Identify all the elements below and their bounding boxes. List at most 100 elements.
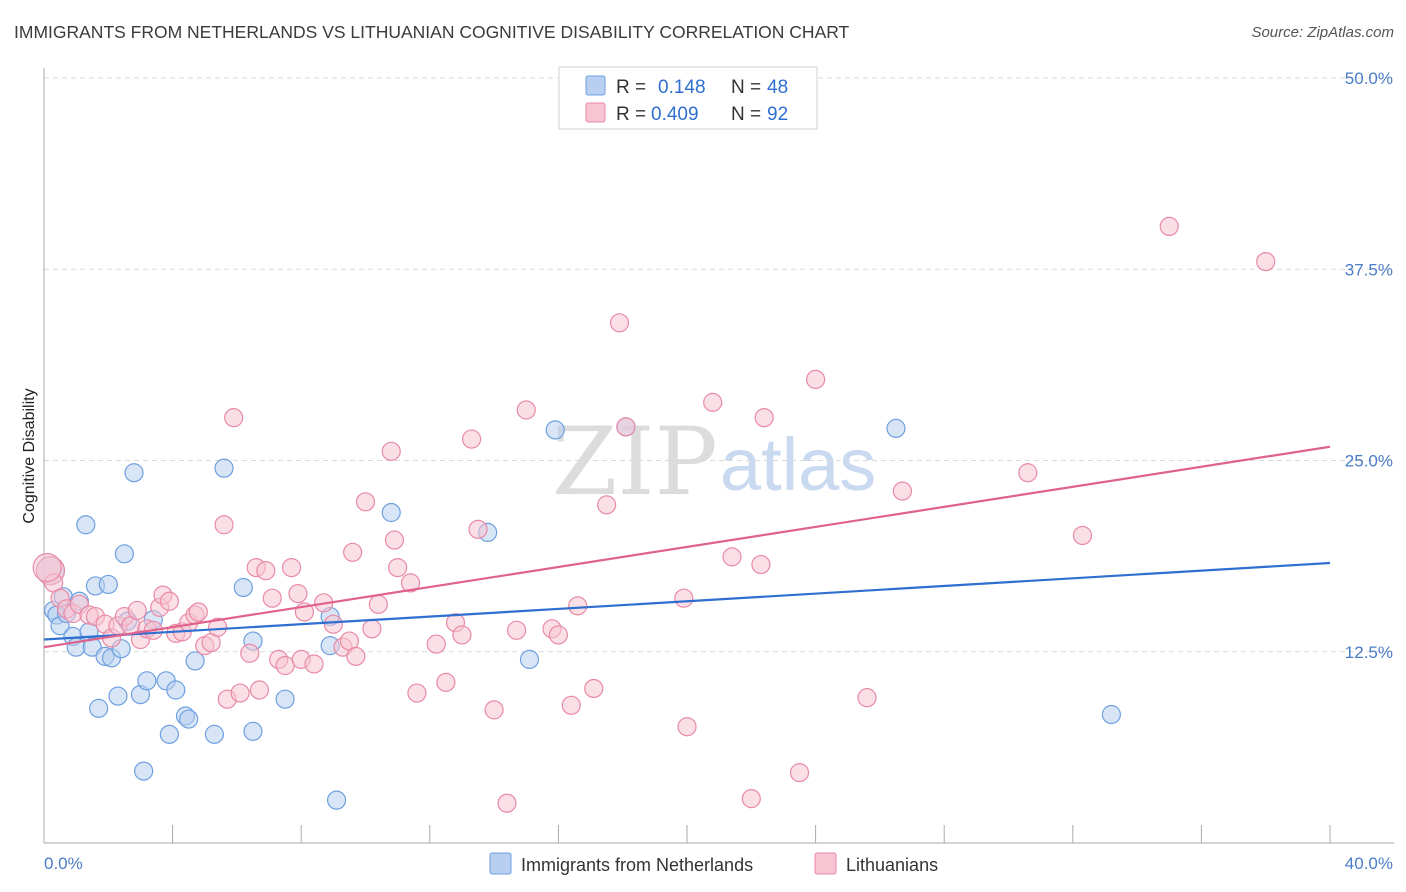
point-s1-85 (857, 688, 877, 708)
point-s0-46 (886, 418, 906, 438)
point-s1-50 (355, 492, 376, 512)
point-s1-32 (240, 643, 260, 663)
point-s1-79 (722, 547, 742, 567)
point-s0-41 (381, 502, 401, 523)
axes (43, 68, 1394, 844)
point-s1-78 (703, 392, 723, 412)
point-s1-72 (584, 678, 604, 699)
point-s0-17 (108, 686, 128, 706)
point-s1-70 (561, 695, 581, 715)
point-s0-9 (76, 515, 96, 535)
point-s0-32 (204, 724, 224, 744)
point-s1-62 (461, 429, 482, 449)
point-s0-30 (179, 709, 199, 729)
point-s1-65 (497, 793, 517, 813)
point-s1-49 (346, 646, 366, 666)
point-s0-13 (89, 698, 109, 718)
gridlines (44, 77, 1394, 653)
y-tick-label-2: 37.5% (1345, 260, 1393, 279)
bottom-legend-label-1: Lithuanians (846, 855, 938, 875)
point-s0-44 (545, 420, 565, 440)
point-s0-15 (98, 574, 118, 595)
legend-box: R = 0.148 N = 48 R = 0.409 N = 92 (558, 66, 818, 130)
legend-n-value-0: 48 (767, 77, 788, 98)
point-s1-67 (516, 400, 536, 420)
chart-title: IMMIGRANTS FROM NETHERLANDS VS LITHUANIA… (14, 22, 850, 42)
point-s1-86 (892, 481, 913, 501)
point-s1-63 (468, 519, 488, 539)
bottom-legend-label-0: Immigrants from Netherlands (521, 855, 753, 875)
point-s0-37 (275, 689, 295, 709)
watermark-atlas: atlas (720, 423, 876, 506)
point-s1-76 (674, 588, 694, 608)
point-s1-38 (275, 655, 295, 676)
point-s1-40 (288, 584, 308, 604)
point-s1-59 (436, 672, 456, 692)
point-s1-55 (388, 557, 408, 578)
point-s1-87 (1018, 463, 1038, 483)
bottom-legend-swatch-pink (814, 852, 837, 875)
source-credit: Source: ZipAtlas.com (1251, 24, 1394, 41)
point-s1-45 (323, 614, 343, 634)
point-s1-58 (426, 634, 446, 654)
legend-swatch-pink (585, 102, 606, 123)
trend-line-s0 (43, 561, 1331, 641)
y-tick-label-0: 12.5% (1345, 643, 1393, 662)
point-s1-82 (754, 408, 774, 428)
bottom-legend: Immigrants from Netherlands Lithuanians (489, 852, 938, 875)
point-s1-84 (805, 369, 826, 390)
trend-line-s1 (43, 445, 1331, 649)
point-s1-61 (452, 625, 472, 645)
point-s1-53 (381, 441, 401, 461)
point-s0-28 (166, 680, 186, 700)
point-s1-31 (230, 683, 250, 703)
point-s1-88 (1072, 525, 1093, 546)
x-tick-label-0: 0.0% (44, 854, 83, 873)
point-s0-34 (233, 577, 253, 598)
point-s1-19 (159, 591, 179, 611)
point-s0-36 (243, 721, 263, 741)
point-s0-27 (159, 724, 179, 744)
point-s1-89 (1159, 216, 1179, 237)
trend-lines (43, 445, 1331, 649)
point-s0-23 (134, 761, 154, 781)
point-s1-43 (304, 654, 324, 674)
point-s1-34 (249, 680, 270, 700)
point-s0-33 (214, 458, 234, 478)
point-s1-27 (208, 617, 228, 637)
point-s1-66 (507, 620, 527, 640)
y-tick-label-1: 25.0% (1345, 452, 1393, 471)
point-s0-19 (114, 544, 134, 564)
legend-n-label-0: N = (731, 77, 761, 98)
point-s1-69 (548, 625, 569, 645)
tick-labels: 12.5% 25.0% 37.5% 50.0% 0.0% 40.0% (44, 69, 1393, 873)
point-s1-35 (256, 561, 276, 581)
point-s1-57 (407, 683, 427, 703)
point-s0-21 (124, 463, 144, 483)
y-tick-label-3: 50.0% (1345, 69, 1393, 88)
x-tick-label-1: 40.0% (1345, 854, 1393, 873)
point-s1-90 (1256, 252, 1276, 272)
point-s1-56 (400, 573, 421, 593)
legend-r-value-1: 0.409 (651, 104, 699, 125)
point-s1-36 (262, 588, 282, 608)
point-s1-52 (368, 594, 388, 614)
point-s1-54 (384, 530, 405, 550)
point-s0-43 (519, 649, 540, 670)
point-s1-24 (188, 602, 208, 622)
series-lithuanians-points (32, 216, 1276, 813)
point-s1-28 (214, 515, 234, 535)
legend-swatch-blue (585, 75, 606, 96)
bottom-legend-swatch-blue (489, 852, 512, 875)
legend-r-label-0: R = (616, 77, 646, 98)
point-s1-91 (32, 552, 62, 583)
point-s0-24 (137, 671, 157, 691)
point-s1-51 (362, 619, 382, 639)
point-s1-80 (741, 789, 761, 809)
point-s1-81 (751, 554, 771, 575)
legend-r-value-0: 0.148 (658, 77, 706, 98)
point-s1-39 (281, 557, 302, 578)
legend-n-value-1: 92 (767, 104, 788, 125)
point-s0-47 (1101, 704, 1121, 725)
